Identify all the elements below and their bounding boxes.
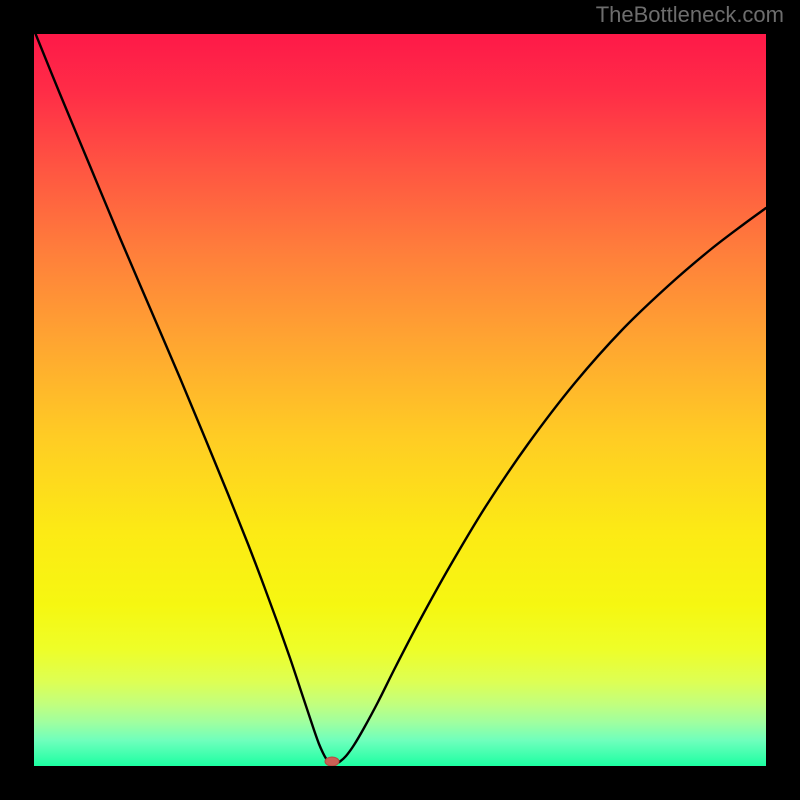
chart-canvas: TheBottleneck.com [0,0,800,800]
optimal-point-marker [325,757,339,766]
watermark-text: TheBottleneck.com [596,2,784,27]
bottleneck-chart: TheBottleneck.com [0,0,800,800]
